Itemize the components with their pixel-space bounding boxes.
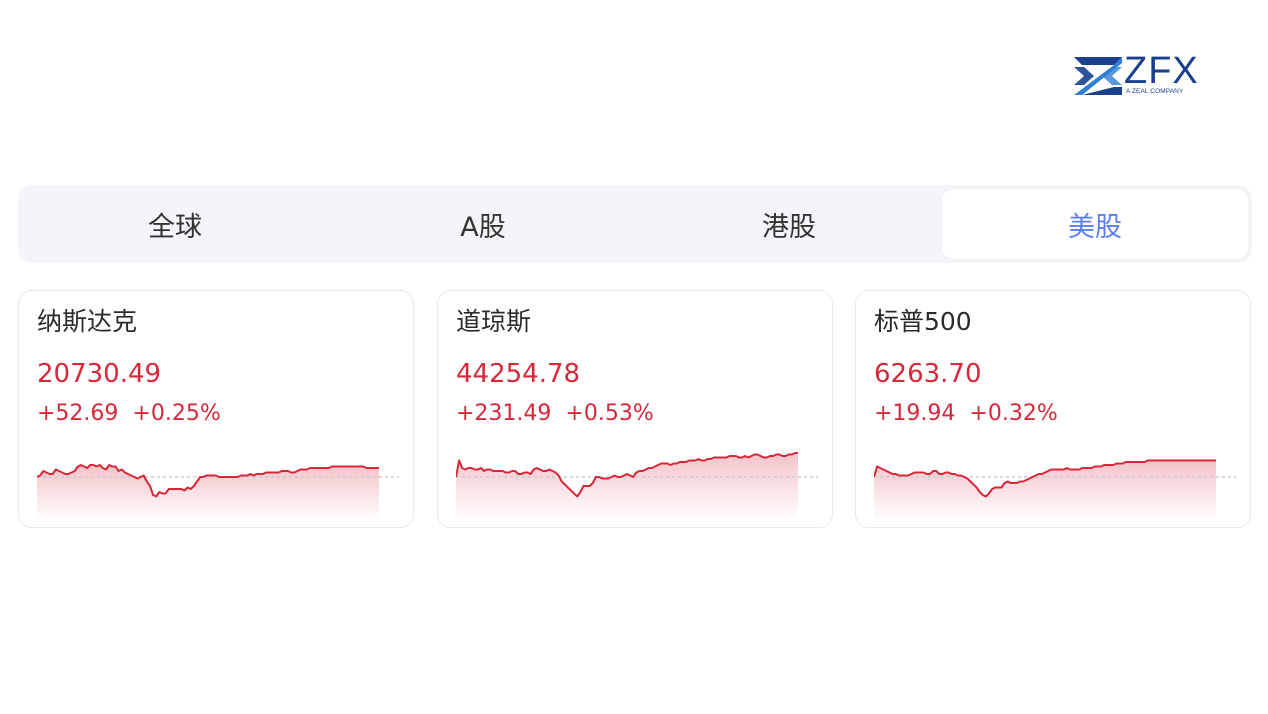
change-percent: +0.32% [969,401,1058,426]
index-price: 20730.49 [37,359,162,389]
index-name: 标普500 [874,307,972,336]
change-value: +19.94 [874,401,956,426]
sparkline-chart [874,459,1236,521]
index-change: +52.69 +0.25% [37,399,221,429]
change-percent: +0.53% [565,401,654,426]
index-card-sp500[interactable]: 标普500 6263.70 +19.94 +0.32% [855,290,1251,528]
index-name: 纳斯达克 [37,307,138,336]
index-price: 6263.70 [874,359,982,389]
index-name: 道琼斯 [456,307,532,336]
sparkline-area [37,465,379,521]
tab-a-shares[interactable]: A股 [460,211,506,243]
change-value: +231.49 [456,401,552,426]
logo-wordmark: ZFX [1124,50,1199,92]
tab-global[interactable]: 全球 [148,211,202,243]
sparkline-series [874,459,1216,498]
index-card-dow-jones[interactable]: 道琼斯 44254.78 +231.49 +0.53% [437,290,833,528]
sparkline-chart [37,464,399,521]
zfx-logo: ZFX A ZEAL COMPANY [1072,51,1204,97]
tab-us-stocks[interactable]: 美股 [942,189,1248,259]
zfx-logo-mark-icon [1074,57,1122,95]
sparkline-area [456,453,798,521]
change-percent: +0.25% [132,401,221,426]
sparkline-series [37,464,379,498]
logo-tagline: A ZEAL COMPANY [1126,88,1184,95]
sparkline-chart [456,452,818,521]
index-change: +19.94 +0.32% [874,399,1058,429]
tab-hk-stocks[interactable]: 港股 [762,211,816,243]
change-value: +52.69 [37,401,119,426]
index-price: 44254.78 [456,359,581,389]
market-tabs: 全球 A股 港股 美股 [18,185,1252,263]
sparkline-series [456,452,798,498]
sparkline-area [874,460,1216,521]
index-card-nasdaq[interactable]: 纳斯达克 20730.49 +52.69 +0.25% [18,290,414,528]
index-change: +231.49 +0.53% [456,399,654,429]
